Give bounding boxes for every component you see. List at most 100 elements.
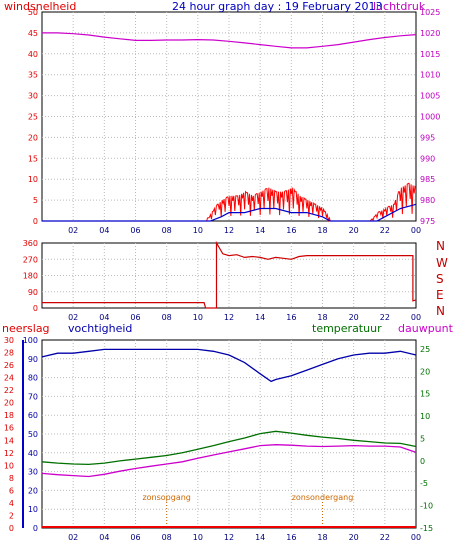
wind-ytick: 45 xyxy=(28,29,38,38)
direction-ytick: 360 xyxy=(23,239,38,248)
temperature-ytick: 25 xyxy=(420,345,430,354)
precip-ytick: 0 xyxy=(9,524,14,533)
humidity-ytick: 0 xyxy=(33,524,38,533)
direction-panel-xtick: 12 xyxy=(224,313,234,322)
wind-panel-xtick: 06 xyxy=(130,226,140,235)
wind-ytick: 20 xyxy=(28,133,38,142)
precip-label: neerslag xyxy=(2,322,50,335)
precip-ytick: 30 xyxy=(4,336,14,345)
direction-panel-xtick: 06 xyxy=(130,313,140,322)
pressure-ytick: 985 xyxy=(420,175,435,184)
weather-panel-xtick: 08 xyxy=(162,533,172,542)
wind-panel-xtick: 10 xyxy=(193,226,203,235)
wind-panel-xtick: 02 xyxy=(68,226,78,235)
wind-ytick: 50 xyxy=(28,8,38,17)
compass-south: S xyxy=(436,272,444,286)
pressure-label: luchtdruk xyxy=(373,0,426,13)
wind-panel-xtick: 08 xyxy=(162,226,172,235)
weather-panel-xtick: 06 xyxy=(130,533,140,542)
temperature-ytick: -5 xyxy=(420,479,428,488)
wind-speed-label: windsnelheid xyxy=(4,0,77,13)
wind-ytick: 40 xyxy=(28,50,38,59)
wind-panel-xtick: 14 xyxy=(255,226,265,235)
temperature-ytick: 0 xyxy=(420,457,425,466)
wind-direction-line xyxy=(42,240,417,309)
pressure-ytick: 995 xyxy=(420,133,435,142)
wind-panel-xtick: 12 xyxy=(224,226,234,235)
direction-panel-xtick: 16 xyxy=(286,313,296,322)
precip-ytick: 24 xyxy=(4,374,14,383)
weather-panel-xtick: 12 xyxy=(224,533,234,542)
direction-ytick: 0 xyxy=(33,304,38,313)
humidity-ytick: 100 xyxy=(23,336,38,345)
wind-panel-xtick: 22 xyxy=(380,226,390,235)
weather-panel-xtick: 20 xyxy=(349,533,359,542)
precip-ytick: 18 xyxy=(4,411,14,420)
pressure-ytick: 1000 xyxy=(420,113,440,122)
precip-ytick: 2 xyxy=(9,511,14,520)
direction-panel-xtick: 02 xyxy=(68,313,78,322)
precip-ytick: 20 xyxy=(4,399,14,408)
humidity-label: vochtigheid xyxy=(68,322,133,335)
pressure-ytick: 1010 xyxy=(420,71,440,80)
weather-panel-xtick: 18 xyxy=(317,533,327,542)
temperature-ytick: 15 xyxy=(420,390,430,399)
wind-panel-xtick: 18 xyxy=(317,226,327,235)
humidity-ytick: 50 xyxy=(28,430,38,439)
temperature-line xyxy=(41,430,417,466)
direction-panel-xtick: 22 xyxy=(380,313,390,322)
humidity-ytick: 70 xyxy=(28,392,38,401)
humidity-ytick: 80 xyxy=(28,374,38,383)
wind-ytick: 10 xyxy=(28,175,38,184)
direction-ytick: 90 xyxy=(28,288,38,297)
wind-ytick: 35 xyxy=(28,71,38,80)
compass-north-top: N xyxy=(436,239,445,253)
precip-ytick: 12 xyxy=(4,449,14,458)
compass-east: E xyxy=(436,288,444,302)
precip-ytick: 10 xyxy=(4,461,14,470)
humidity-ytick: 20 xyxy=(28,486,38,495)
humidity-line xyxy=(41,348,417,383)
wind-ytick: 25 xyxy=(28,113,38,122)
pressure-line xyxy=(42,32,417,49)
precip-ytick: 4 xyxy=(9,499,14,508)
direction-ytick: 180 xyxy=(23,272,38,281)
direction-panel-xtick: 00 xyxy=(411,313,421,322)
temperature-ytick: -15 xyxy=(420,524,433,533)
direction-panel-xtick: 10 xyxy=(193,313,203,322)
wind-ytick: 30 xyxy=(28,92,38,101)
dewpoint-line xyxy=(41,444,417,478)
wind-panel-xtick: 20 xyxy=(349,226,359,235)
wind-ytick: 0 xyxy=(33,217,38,226)
weather-panel-xtick: 10 xyxy=(193,533,203,542)
temperature-ytick: 5 xyxy=(420,434,425,443)
dewpoint-label: dauwpunt xyxy=(398,322,453,335)
precip-ytick: 14 xyxy=(4,436,14,445)
humidity-ytick: 40 xyxy=(28,449,38,458)
pressure-ytick: 975 xyxy=(420,217,435,226)
pressure-ytick: 1025 xyxy=(420,8,440,17)
precip-ytick: 28 xyxy=(4,349,14,358)
pressure-ytick: 980 xyxy=(420,196,435,205)
humidity-ytick: 10 xyxy=(28,505,38,514)
wind-ytick: 15 xyxy=(28,154,38,163)
sunset-label: zonsondergang xyxy=(292,493,354,502)
direction-panel-xtick: 20 xyxy=(349,313,359,322)
weather-panel-xtick: 02 xyxy=(68,533,78,542)
wind-average-line xyxy=(42,203,417,222)
wind-panel-xtick: 00 xyxy=(411,226,421,235)
weather-panel-xtick: 14 xyxy=(255,533,265,542)
direction-ytick: 270 xyxy=(23,255,38,264)
weather-panel-xtick: 04 xyxy=(99,533,109,542)
direction-panel-xtick: 14 xyxy=(255,313,265,322)
weather-panel-xtick: 16 xyxy=(286,533,296,542)
temperature-ytick: 10 xyxy=(420,412,430,421)
pressure-ytick: 1020 xyxy=(420,29,440,38)
temperature-ytick: 20 xyxy=(420,367,430,376)
direction-panel-xtick: 04 xyxy=(99,313,109,322)
precip-ytick: 22 xyxy=(4,386,14,395)
direction-panel-xtick: 08 xyxy=(162,313,172,322)
temperature-label: temperatuur xyxy=(312,322,382,335)
